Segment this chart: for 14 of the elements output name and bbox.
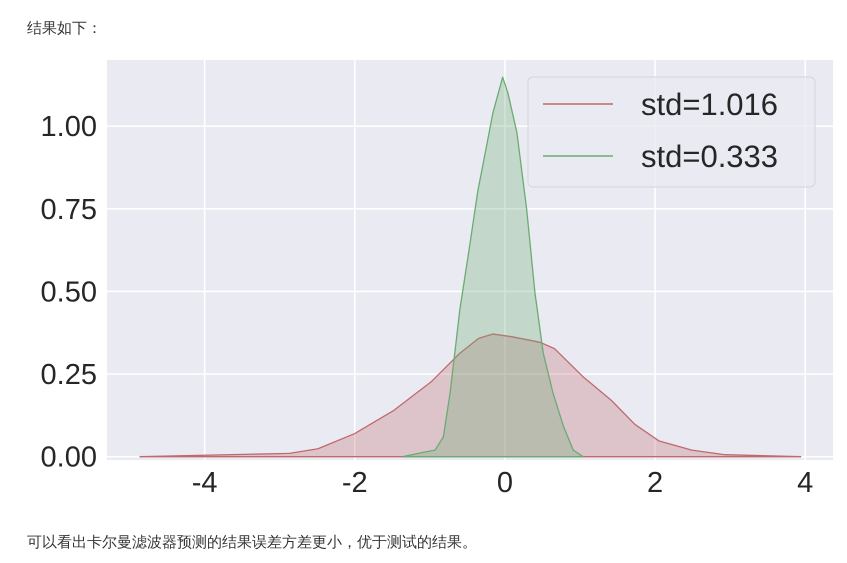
x-tick-label: -4 xyxy=(192,467,218,499)
chart-title: 结果如下： xyxy=(27,19,102,37)
x-tick-label: 0 xyxy=(496,467,513,499)
y-tick-label: 0.75 xyxy=(40,194,97,226)
x-tick-label: 4 xyxy=(797,467,814,499)
x-tick-label: 2 xyxy=(646,467,664,499)
y-tick-label: 0.25 xyxy=(40,359,97,392)
y-tick-label: 0.50 xyxy=(40,276,97,308)
y-tick-label: 0.00 xyxy=(40,442,97,474)
text: 可以看出卡尔曼滤波器预测的结果误差方差更小，优于测试的结果。 xyxy=(27,533,477,551)
y-tick-label: 1.00 xyxy=(40,111,97,144)
legend-label: std=0.333 xyxy=(641,139,778,174)
legend-label: std=1.016 xyxy=(641,87,778,122)
x-tick-label: -2 xyxy=(342,467,368,499)
